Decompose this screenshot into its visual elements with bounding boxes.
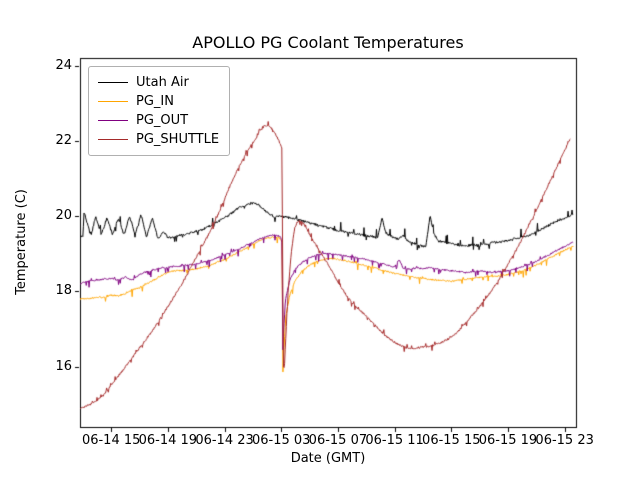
y-tick-label: 20 — [55, 208, 72, 224]
x-tick-label: 06-14 23 — [195, 433, 254, 448]
x-tick-label: 06-15 15 — [422, 433, 481, 448]
y-tick-label: 16 — [55, 358, 72, 374]
x-tick-label: 06-15 03 — [251, 433, 311, 448]
legend-line-swatch — [98, 139, 128, 140]
chart-title: APOLLO PG Coolant Temperatures — [192, 33, 464, 52]
legend-line-swatch — [98, 101, 128, 102]
legend-label: Utah Air — [136, 75, 189, 90]
legend-label: PG_SHUTTLE — [136, 132, 220, 147]
legend-label: PG_OUT — [136, 113, 189, 128]
legend-label: PG_IN — [136, 94, 174, 109]
x-tick-label: 06-14 15 — [81, 433, 141, 448]
x-tick-label: 06-15 11 — [365, 433, 424, 448]
legend-item: PG_IN — [98, 92, 219, 111]
y-tick-label: 18 — [55, 283, 72, 299]
y-tick-label: 22 — [55, 132, 72, 148]
x-tick-label: 06-15 19 — [478, 433, 538, 448]
x-tick-label: 06-15 23 — [535, 433, 594, 448]
legend-item: PG_SHUTTLE — [98, 130, 219, 149]
legend-item: Utah Air — [98, 73, 219, 92]
legend-line-swatch — [98, 82, 128, 83]
x-axis-label: Date (GMT) — [290, 451, 366, 466]
x-tick-label: 06-15 07 — [308, 433, 368, 448]
y-tick-label: 24 — [55, 57, 72, 73]
legend-item: PG_OUT — [98, 111, 219, 130]
legend-line-swatch — [98, 120, 128, 121]
legend: Utah Air PG_IN PG_OUT PG_SHUTTLE — [88, 66, 231, 156]
x-tick-label: 06-14 19 — [138, 433, 198, 448]
